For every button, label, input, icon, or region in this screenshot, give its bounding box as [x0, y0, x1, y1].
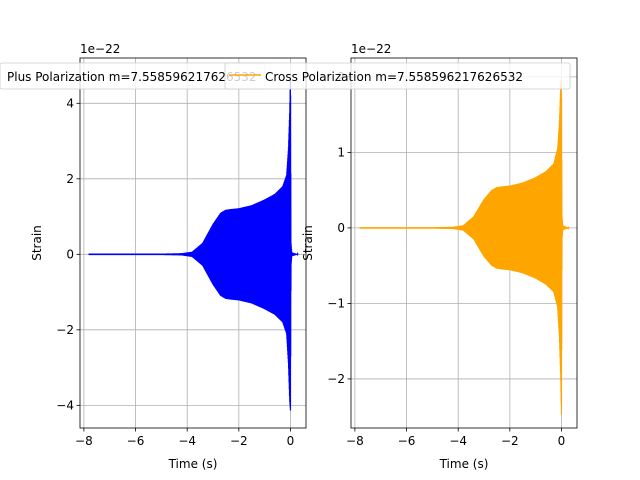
series-line [359, 78, 570, 415]
plot-area [359, 78, 570, 415]
tick-marks: −8−6−4−20−2−1012 [327, 70, 565, 448]
axes-frame [79, 57, 307, 429]
y-axis-label: Strain [30, 225, 44, 261]
x-tick-label: −2 [501, 434, 519, 448]
y-tick-label: 0 [337, 221, 345, 235]
series-line [88, 77, 299, 411]
x-axis-label: Time (s) [439, 457, 489, 471]
y-axis-label: Strain [301, 225, 315, 261]
x-tick-label: 0 [558, 434, 566, 448]
y-tick-label: −2 [327, 372, 345, 386]
x-tick-label: −2 [230, 434, 248, 448]
y-offset-label: 1e−22 [351, 42, 391, 56]
plus-polarization-legend: Plus Polarization m=7.558596217626532 [0, 62, 266, 90]
legend-label: Plus Polarization m=7.558596217626532 [7, 70, 257, 84]
x-tick-label: 0 [287, 434, 295, 448]
legend-label: Cross Polarization m=7.558596217626532 [265, 70, 523, 84]
y-tick-label: 2 [66, 172, 74, 186]
cross-polarization-axes: −8−6−4−20−2−1012 1e−22 Time (s) Strain [301, 42, 578, 471]
axes-frame [350, 57, 578, 429]
x-tick-label: −4 [178, 434, 196, 448]
x-tick-label: −6 [398, 434, 416, 448]
y-tick-label: −2 [56, 323, 74, 337]
y-tick-label: −4 [56, 398, 74, 412]
x-axis-label: Time (s) [168, 457, 218, 471]
legend-box [224, 62, 571, 90]
y-tick-label: 4 [66, 96, 74, 110]
x-tick-label: −8 [75, 434, 93, 448]
plus-polarization-axes: −8 −6 −4 −2 0 −4 −2 0 2 4 1e−22 Time (s) Strain [30, 42, 307, 471]
x-tick-label: −8 [346, 434, 364, 448]
x-tick-label: −6 [127, 434, 145, 448]
plot-area [88, 77, 299, 411]
y-tick-label: 0 [66, 247, 74, 261]
y-tick-label: 1 [337, 145, 345, 159]
cross-polarization-legend: Cross Polarization m=7.558596217626532 [224, 62, 571, 90]
tick-marks: −8 −6 −4 −2 0 −4 −2 0 2 4 [56, 96, 294, 448]
y-offset-label: 1e−22 [80, 42, 120, 56]
y-tick-label: −1 [327, 296, 345, 310]
x-tick-label: −4 [449, 434, 467, 448]
